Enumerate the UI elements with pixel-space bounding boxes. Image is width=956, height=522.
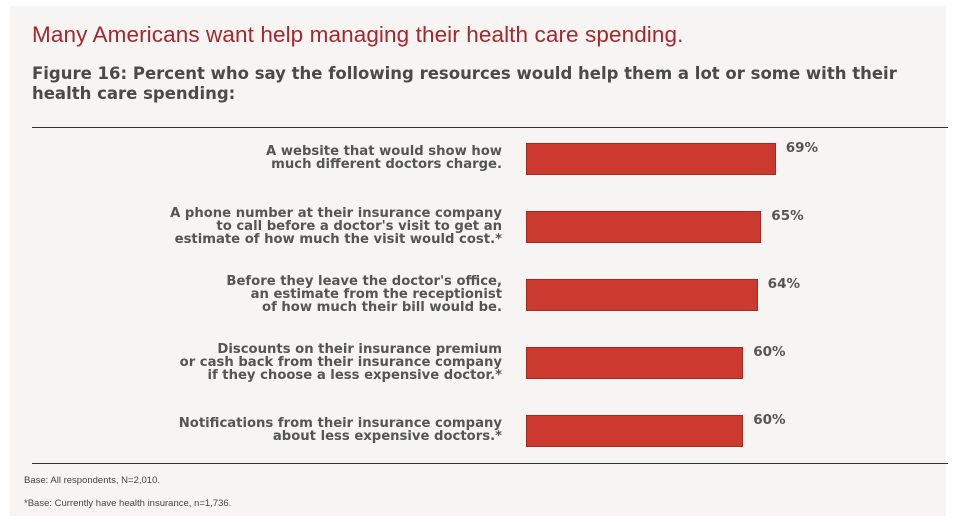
value-label: 69% <box>785 140 819 156</box>
footnote-base: Base: All respondents, N=2,010. <box>24 475 160 486</box>
bar <box>526 211 762 243</box>
bar <box>526 347 744 379</box>
top-rule <box>32 127 948 128</box>
chart-card: Many Americans want help managing their … <box>10 6 948 516</box>
value-label: 64% <box>767 276 800 292</box>
bar <box>526 143 776 175</box>
value-label: 65% <box>771 208 804 224</box>
category-label: Discounts on their insurance premium or … <box>179 341 502 383</box>
footnote-insured-base: *Base: Currently have health insurance, … <box>24 498 232 509</box>
category-label: Before they leave the doctor's office, a… <box>226 273 502 315</box>
bar <box>526 279 758 311</box>
bottom-rule <box>32 463 948 464</box>
category-label: Notifications from their insurance compa… <box>178 416 502 444</box>
value-label: 60% <box>753 412 786 428</box>
category-label: A website that would show how much diffe… <box>266 144 502 172</box>
value-label: 60% <box>753 344 786 360</box>
headline: Many Americans want help managing their … <box>32 22 684 47</box>
figure-title: Figure 16: Percent who say the following… <box>32 64 897 103</box>
bar <box>526 415 744 447</box>
category-label: A phone number at their insurance compan… <box>170 205 502 247</box>
